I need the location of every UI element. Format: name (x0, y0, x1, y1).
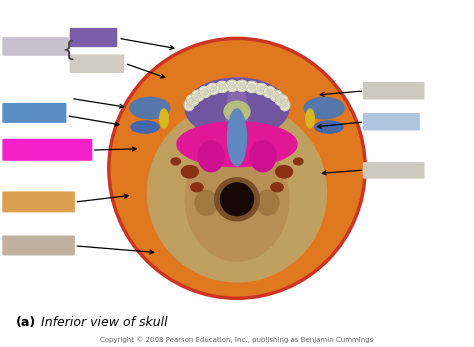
Ellipse shape (258, 86, 264, 92)
Ellipse shape (201, 89, 208, 95)
FancyBboxPatch shape (2, 192, 75, 212)
Ellipse shape (224, 101, 250, 122)
Text: Inferior view of skull: Inferior view of skull (41, 316, 168, 329)
Ellipse shape (111, 39, 363, 297)
Ellipse shape (131, 121, 159, 133)
Circle shape (276, 166, 292, 178)
Circle shape (182, 166, 198, 178)
Circle shape (171, 158, 181, 165)
Ellipse shape (147, 103, 327, 282)
FancyBboxPatch shape (2, 37, 69, 56)
Ellipse shape (228, 109, 246, 166)
Ellipse shape (227, 87, 247, 136)
Ellipse shape (177, 122, 297, 167)
Ellipse shape (250, 141, 276, 172)
Text: Copyright © 2008 Pearson Education, Inc., publishing as Benjamin Cummings: Copyright © 2008 Pearson Education, Inc.… (100, 336, 374, 343)
Ellipse shape (226, 81, 238, 91)
Text: (a): (a) (16, 316, 36, 329)
FancyBboxPatch shape (363, 113, 420, 130)
FancyBboxPatch shape (2, 236, 75, 255)
Ellipse shape (210, 86, 216, 92)
Ellipse shape (273, 92, 280, 99)
Ellipse shape (315, 121, 343, 133)
Ellipse shape (220, 183, 254, 216)
Ellipse shape (263, 86, 275, 98)
Ellipse shape (216, 82, 228, 92)
Circle shape (293, 158, 303, 165)
Ellipse shape (256, 191, 279, 215)
Ellipse shape (198, 141, 224, 172)
Ellipse shape (266, 89, 273, 95)
FancyBboxPatch shape (70, 28, 117, 47)
Ellipse shape (306, 109, 314, 128)
FancyBboxPatch shape (363, 162, 425, 179)
Ellipse shape (270, 90, 283, 101)
Ellipse shape (160, 109, 168, 128)
Ellipse shape (283, 102, 288, 108)
Ellipse shape (207, 84, 219, 94)
Text: {: { (62, 40, 76, 60)
Ellipse shape (278, 97, 285, 103)
FancyBboxPatch shape (2, 103, 66, 123)
Ellipse shape (275, 95, 288, 106)
Ellipse shape (199, 86, 211, 98)
FancyBboxPatch shape (2, 139, 92, 161)
Ellipse shape (185, 137, 289, 261)
Ellipse shape (130, 98, 170, 119)
Ellipse shape (195, 191, 218, 215)
Ellipse shape (186, 102, 191, 108)
Ellipse shape (236, 81, 248, 91)
FancyBboxPatch shape (70, 54, 124, 73)
Ellipse shape (255, 84, 267, 94)
Ellipse shape (191, 90, 204, 101)
Ellipse shape (194, 92, 201, 99)
Ellipse shape (189, 97, 196, 103)
Ellipse shape (184, 100, 194, 111)
Ellipse shape (246, 82, 258, 92)
Ellipse shape (186, 95, 199, 106)
Ellipse shape (185, 78, 289, 138)
Ellipse shape (280, 100, 290, 111)
Circle shape (271, 183, 283, 192)
Ellipse shape (304, 98, 344, 119)
Ellipse shape (219, 84, 226, 90)
Ellipse shape (248, 84, 255, 90)
Ellipse shape (238, 83, 246, 89)
Ellipse shape (228, 83, 236, 89)
Circle shape (191, 183, 203, 192)
FancyBboxPatch shape (363, 82, 425, 100)
Ellipse shape (215, 178, 259, 221)
